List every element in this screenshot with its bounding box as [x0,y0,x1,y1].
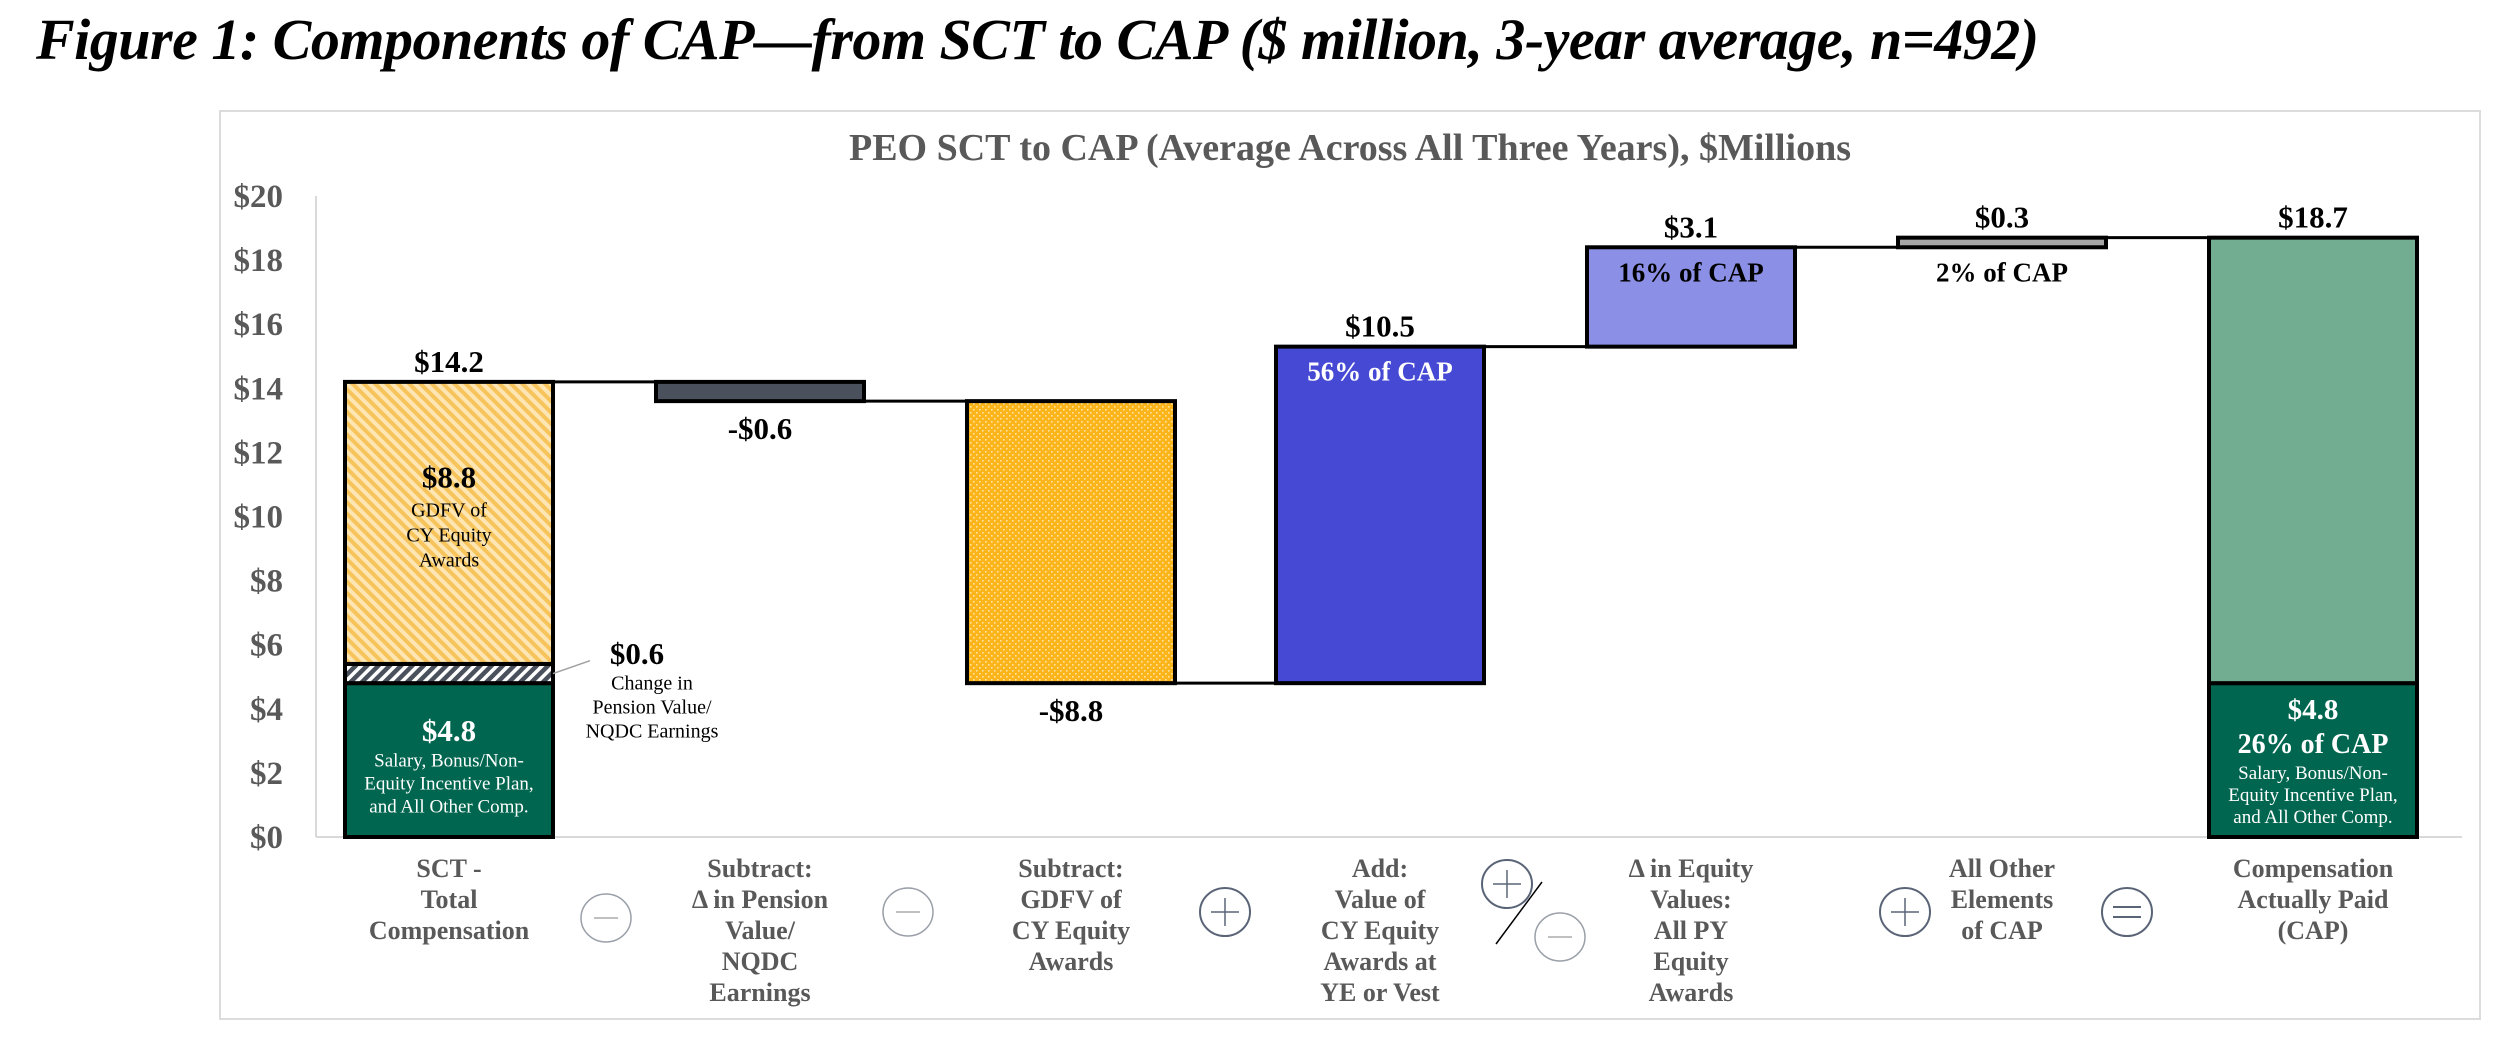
category-label: (CAP) [2278,916,2349,945]
category-label: GDFV of [1020,885,1122,914]
category-label: Earnings [709,978,810,1007]
category-label: Compensation [2233,854,2394,883]
y-tick-label: $12 [234,435,284,471]
chart-frame [219,110,2481,1020]
category-label: Value/ [725,916,796,945]
slash-divider [1495,881,1543,945]
category-label: Equity [1653,947,1728,976]
y-tick-label: $16 [234,307,284,343]
category-label: of CAP [1961,916,2043,945]
equals-icon [2101,887,2153,937]
plus-icon [1199,887,1251,937]
category-label: Δ in Pension [692,885,829,914]
category-label: Awards [1649,978,1734,1007]
bar-value-label: $3.1 [1664,209,1718,244]
bar-segment [343,681,555,839]
segment-value-label: $4.8 [2288,694,2339,726]
segment-desc: GDFV of [411,500,487,522]
plus-icon [1481,859,1533,909]
chart-title: PEO SCT to CAP (Average Across All Three… [849,127,1851,169]
bar-segment [343,379,555,666]
y-tick-label: $10 [234,500,284,536]
category-label: Subtract: [1018,854,1123,883]
category-label: Awards at [1324,947,1437,976]
segment-value-label: $8.8 [422,460,476,495]
category-label: All PY [1654,916,1729,945]
y-tick-label: $2 [250,756,283,792]
minus-icon [580,893,632,943]
data-labels: $14.2 $18.7 $8.8 GDFV of CY Equity Awards $4.8… [364,200,2397,828]
bar-pct-label: 2% of CAP [1936,257,2068,287]
y-tick-label: $20 [234,179,284,215]
segment-desc: and All Other Comp. [2233,807,2392,828]
operators [580,859,2153,962]
bar-segment [2207,681,2419,839]
bar-total-label: $14.2 [414,344,484,379]
plus-icon [1879,887,1931,937]
category-label: Values: [1650,885,1731,914]
leader-line [552,660,591,675]
figure-title: Figure 1: Components of CAP—from SCT to … [36,7,2039,72]
category-label: All Other [1949,854,2055,883]
bar-value-label: $0.3 [1975,200,2029,235]
segment-desc: NQDC Earnings [586,721,719,743]
bar [654,379,866,404]
category-label: Subtract: [707,854,812,883]
bar-value-label: $10.5 [1345,309,1415,344]
bar [965,399,1177,686]
y-tick-label: $6 [250,628,283,664]
bar [1896,235,2108,250]
category-label: NQDC [722,947,799,976]
minus-icon [882,887,934,937]
segment-value-label: $0.6 [610,636,664,671]
segment-desc: CY Equity [406,525,491,547]
bar [1274,344,1486,686]
bars [343,235,2419,839]
category-label: Elements [1951,885,2054,914]
bar-value-label: -$0.6 [728,411,793,446]
segment-desc: Awards [419,550,480,572]
category-label: CY Equity [1321,916,1439,945]
bar-pct-label: 56% of CAP [1307,357,1452,387]
category-label: Total [421,885,478,914]
category-label: Compensation [369,916,530,945]
bar-total-label: $18.7 [2278,200,2348,235]
y-tick-label: $4 [250,692,283,728]
y-axis: $0 $2 $4 $6 $8 $10 $12 $14 $16 $18 $20 [234,179,2462,856]
category-label: Δ in Equity [1629,854,1754,883]
segment-desc: Salary, Bonus/Non- [374,750,524,771]
minus-icon [1534,912,1586,962]
segment-pct-label: 26% of CAP [2238,729,2389,760]
y-tick-label: $18 [234,243,284,279]
category-label: Awards [1029,947,1114,976]
segment-desc: and All Other Comp. [369,796,528,817]
y-tick-label: $14 [234,371,284,407]
bar-value-label: -$8.8 [1039,693,1104,728]
segment-desc: Equity Incentive Plan, [2228,785,2397,806]
bar-segment [343,661,555,686]
category-label: YE or Vest [1320,978,1440,1007]
category-label: Actually Paid [2238,885,2389,914]
segment-desc: Change in [611,673,693,695]
segment-value-label: $4.8 [422,713,476,748]
segment-desc: Salary, Bonus/Non- [2238,763,2388,784]
category-label: CY Equity [1012,916,1130,945]
category-label: Add: [1352,854,1408,883]
bar-segment [2207,235,2419,686]
y-tick-label: $0 [250,820,283,856]
bar-pct-label: 16% of CAP [1618,257,1763,287]
category-label: SCT - [416,854,481,883]
category-label: Value of [1335,885,1426,914]
segment-desc: Pension Value/ [592,697,712,719]
y-tick-label: $8 [250,564,283,600]
connector-lines [553,236,2209,685]
segment-desc: Equity Incentive Plan, [364,773,533,794]
bar [1585,245,1797,349]
